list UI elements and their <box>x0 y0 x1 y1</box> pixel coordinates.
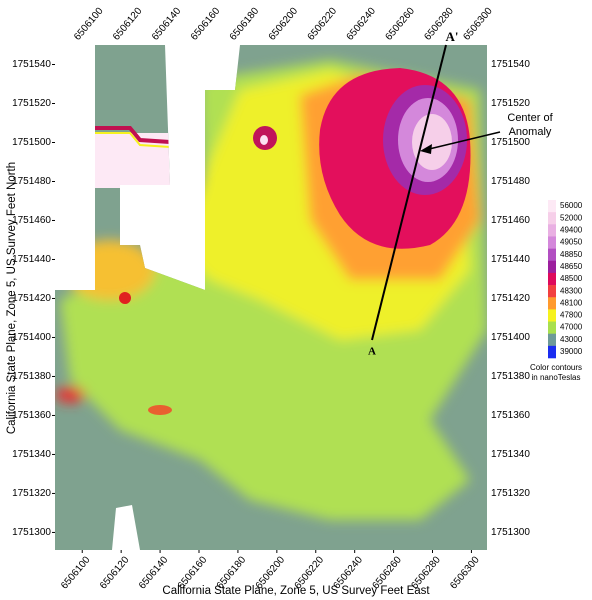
colorbar-label: 49050 <box>560 238 583 247</box>
y-tick-label: 1751500 <box>12 137 51 148</box>
x-tick-label: 6506180 <box>228 5 262 42</box>
colorbar-label: 43000 <box>560 335 583 344</box>
colorbar-swatch <box>548 236 556 249</box>
x-axis-label: California State Plane, Zone 5, US Surve… <box>162 585 430 597</box>
colorbar-label: 47000 <box>560 323 583 332</box>
x-tick-label: 6506120 <box>98 554 132 591</box>
y-tick-label: 1751360 <box>491 410 530 421</box>
x-tick-label: 6506240 <box>345 5 379 42</box>
colorbar-label: 48500 <box>560 274 583 283</box>
annotation: Center of <box>507 112 553 124</box>
colorbar-swatch <box>548 333 556 347</box>
y-tick-label: 1751520 <box>12 98 51 109</box>
y-tick-label: 1751300 <box>491 527 530 538</box>
y-tick-label: 1751480 <box>12 176 51 187</box>
y-tick-label: 1751400 <box>12 332 51 343</box>
profile-line <box>371 44 447 341</box>
label-a-prime: A' <box>446 29 459 44</box>
colorbar-title: in nanoTeslas <box>532 373 581 382</box>
colorbar-swatch <box>548 248 556 262</box>
colorbar-label: 48300 <box>560 286 583 295</box>
colorbar-label: 39000 <box>560 347 583 356</box>
y-tick-label: 1751520 <box>491 98 530 109</box>
y-tick-label: 1751540 <box>491 59 530 70</box>
field <box>55 45 487 550</box>
y-tick-label: 1751420 <box>491 293 530 304</box>
colorbar-label: 49400 <box>560 225 583 234</box>
x-tick-label: 6506140 <box>150 5 184 42</box>
colorbar-swatch <box>548 285 556 298</box>
x-tick-label: 6506300 <box>461 5 495 42</box>
y-tick-label: 1751400 <box>491 332 530 343</box>
x-tick-label: 6506100 <box>59 554 93 591</box>
y-tick-label: 1751500 <box>491 137 530 148</box>
colorbar-swatch <box>548 212 556 225</box>
colorbar-swatch <box>548 297 556 310</box>
x-tick-label: 6506160 <box>189 5 223 42</box>
colorbar-label: 48850 <box>560 250 583 259</box>
label-a: A <box>368 346 376 358</box>
x-tick-label: 6506100 <box>72 5 106 42</box>
y-tick-label: 1751540 <box>12 59 51 70</box>
x-tick-label: 6506260 <box>383 5 417 42</box>
y-tick-label: 1751440 <box>491 254 530 265</box>
colorbar-swatch <box>548 272 556 286</box>
x-tick-label: 6506120 <box>111 5 145 42</box>
y-tick-label: 1751360 <box>12 410 51 421</box>
colorbar-label: 48100 <box>560 298 583 307</box>
colorbar-label: 47800 <box>560 311 583 320</box>
y-tick-label: 1751420 <box>12 293 51 304</box>
arrow <box>424 131 501 151</box>
colorbar-label: 56000 <box>560 201 583 210</box>
y-tick-label: 1751340 <box>491 449 530 460</box>
y-tick-label: 1751320 <box>491 488 530 499</box>
arrowhead <box>420 144 432 154</box>
colorbar-swatch <box>548 200 556 213</box>
y-axis-label: California State Plane, Zone 5, US Surve… <box>6 162 18 434</box>
y-tick-label: 1751320 <box>12 488 51 499</box>
y-tick-label: 1751340 <box>12 449 51 460</box>
y-tick-label: 1751380 <box>12 371 51 382</box>
y-tick-label: 1751380 <box>491 371 530 382</box>
annotation: Anomaly <box>509 126 552 138</box>
y-tick-label: 1751440 <box>12 254 51 265</box>
colorbar-swatch <box>548 309 556 322</box>
colorbar-swatch <box>548 224 556 237</box>
colorbar-swatch <box>548 345 556 359</box>
colorbar-swatch <box>548 321 556 334</box>
y-tick-label: 1751300 <box>12 527 51 538</box>
y-tick-label: 1751460 <box>12 215 51 226</box>
colorbar-label: 48650 <box>560 262 583 271</box>
y-tick-label: 1751460 <box>491 215 530 226</box>
colorbar-swatch <box>548 260 556 274</box>
colorbar-title: Color contours <box>530 363 582 372</box>
x-tick-label: 6506300 <box>448 554 482 591</box>
colorbar-label: 52000 <box>560 213 583 222</box>
y-tick-label: 1751480 <box>491 176 530 187</box>
x-tick-label: 6506220 <box>306 5 340 42</box>
x-tick-label: 6506200 <box>267 5 301 42</box>
